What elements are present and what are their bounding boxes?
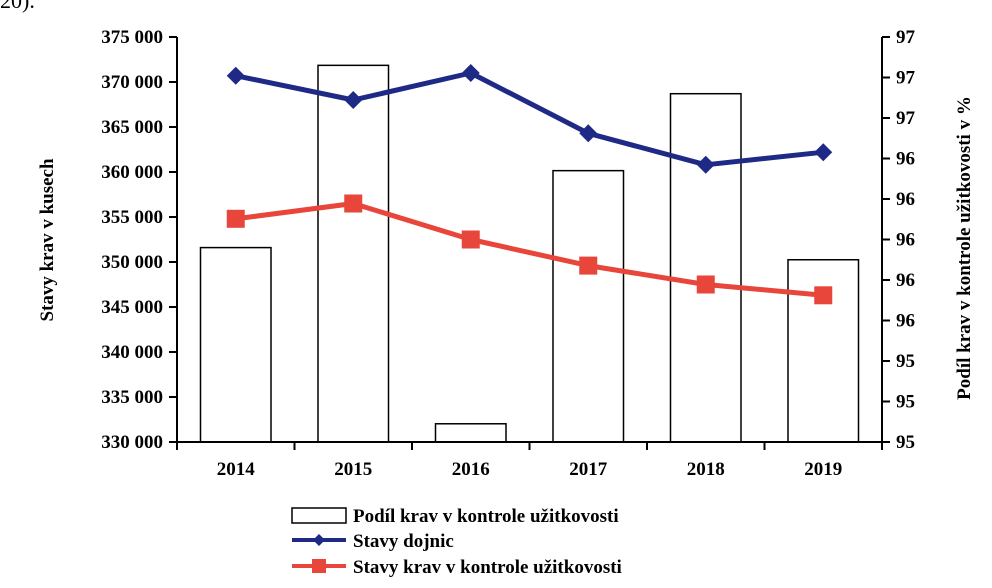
y-axis-left-title: Stavy krav v kusech: [37, 158, 58, 322]
y-left-tick-label: 330 000: [101, 432, 163, 453]
legend-marker-diamond: [313, 534, 325, 546]
x-tick-label: 2014: [217, 459, 256, 480]
y-left-tick-label: 355 000: [101, 207, 163, 228]
x-tick-label: 2016: [452, 459, 490, 480]
y-left-tick-label: 345 000: [101, 297, 163, 318]
y-left-tick-label: 360 000: [101, 162, 163, 183]
point-stavy-dojnic: [226, 66, 245, 85]
bar: [199, 246, 272, 443]
point-stavy-krav: [696, 275, 715, 294]
x-tick-label: 2017: [569, 459, 608, 480]
x-tick-label: 2018: [687, 459, 725, 480]
point-stavy-krav: [579, 256, 598, 275]
point-stavy-dojnic: [579, 124, 598, 143]
y-right-tick-label: 95: [896, 432, 915, 453]
point-stavy-krav: [226, 209, 245, 228]
y-left-tick-label: 370 000: [101, 72, 163, 93]
bar: [552, 169, 625, 443]
y-right-tick-label: 96: [896, 189, 915, 210]
line-stavy-dojnic: [235, 70, 824, 168]
y-left-tick-label: 365 000: [101, 117, 163, 138]
bar: [317, 64, 390, 443]
point-stavy-krav: [814, 286, 833, 305]
legend-label-kontrola: Stavy krav v kontrole užitkovosti: [353, 557, 622, 578]
bar: [787, 259, 860, 443]
legend-label-bar: Podíl krav v kontrole užitkovosti: [353, 506, 619, 527]
line-stavy-krav: [235, 201, 824, 298]
legend-marker-square: [312, 559, 326, 573]
y-left-tick-label: 375 000: [101, 27, 163, 48]
y-right-tick-label: 97: [896, 68, 916, 89]
point-stavy-dojnic: [344, 91, 363, 109]
point-stavy-dojnic: [696, 155, 715, 174]
y-right-tick-label: 96: [896, 270, 915, 291]
x-tick-label: 2019: [804, 459, 842, 480]
bar: [669, 92, 742, 443]
x-tick-label: 2015: [334, 459, 372, 480]
y-left-tick-label: 335 000: [101, 387, 163, 408]
y-right-tick-label: 96: [896, 230, 915, 251]
y-right-tick-label: 95: [896, 392, 915, 413]
bar: [434, 423, 507, 443]
y-right-tick-label: 95: [896, 351, 915, 372]
y-left-tick-label: 350 000: [101, 252, 163, 273]
point-stavy-dojnic: [814, 143, 833, 162]
y-left-tick-label: 340 000: [101, 342, 163, 363]
y-right-tick-label: 97: [896, 27, 916, 48]
y-right-tick-label: 96: [896, 311, 915, 332]
legend-label-dojnic: Stavy dojnic: [353, 531, 454, 552]
point-stavy-dojnic: [461, 64, 480, 82]
y-right-tick-label: 97: [896, 108, 916, 129]
y-axis-right-title: Podíl krav v kontrole užitkovosti v %: [954, 96, 975, 400]
legend: Podíl krav v kontrole užitkovosti Stavy …: [291, 506, 622, 578]
point-stavy-krav: [461, 230, 480, 249]
y-right-tick-label: 96: [896, 149, 915, 170]
point-stavy-krav: [344, 194, 363, 213]
text-fragment: 20).: [0, 0, 35, 13]
legend-swatch-bar: [291, 507, 347, 524]
